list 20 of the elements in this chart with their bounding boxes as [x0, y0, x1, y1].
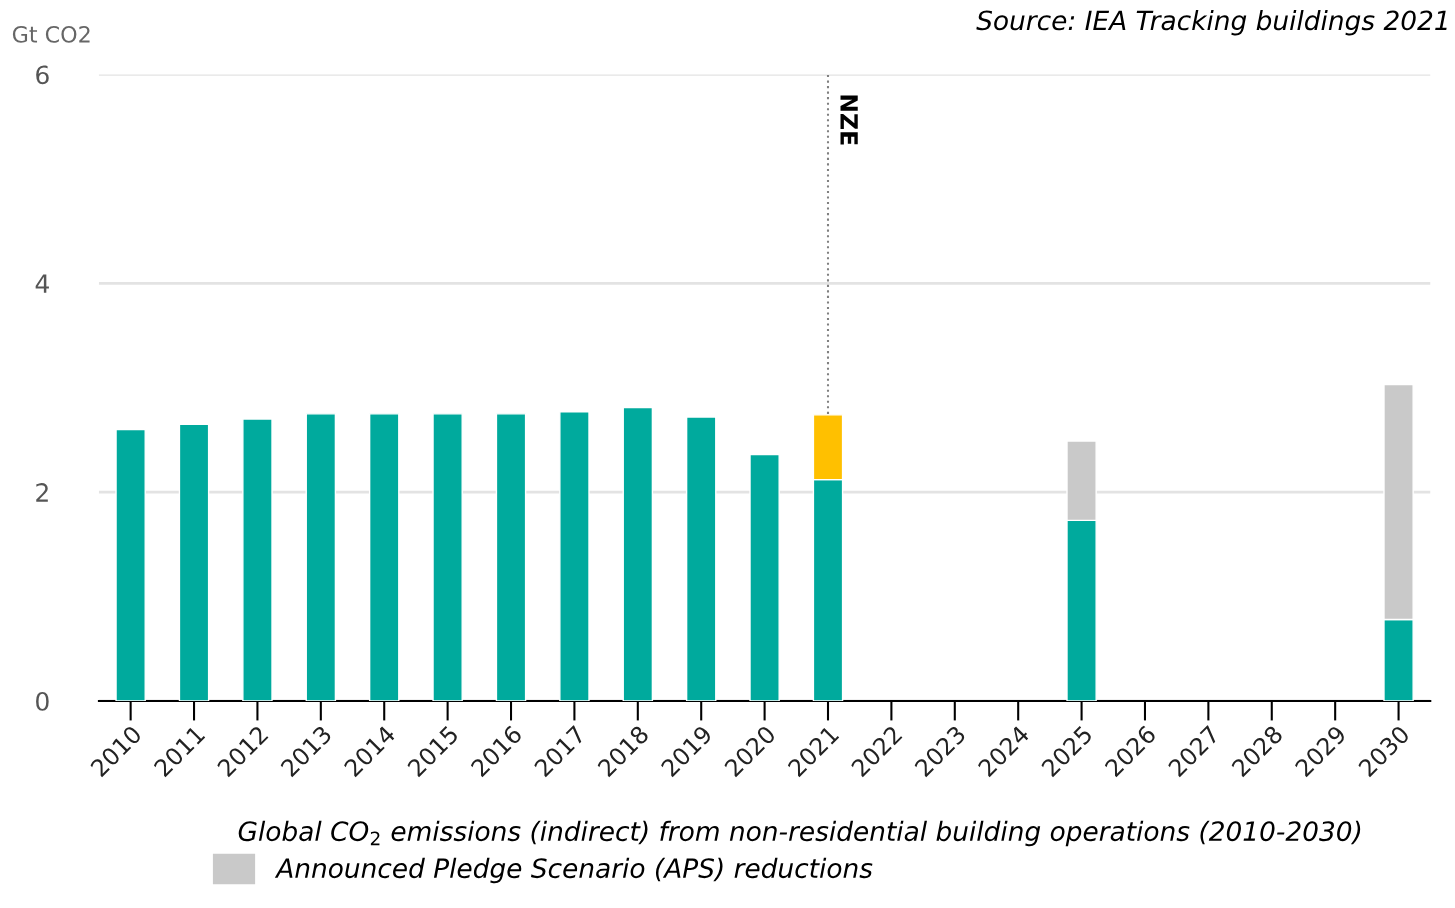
- ref-line-label: NZE: [840, 95, 858, 145]
- bar: [115, 428, 146, 701]
- y-tick-label: 2: [36, 483, 48, 502]
- bar: [242, 418, 273, 701]
- bar: [685, 416, 717, 701]
- source-note: Source: IEA Tracking buildings 2021: [976, 9, 1447, 36]
- y-tick-label: 0: [36, 691, 49, 711]
- bar: [495, 413, 527, 701]
- legend-label: Announced Pledge Scenario (APS) reductions: [274, 857, 873, 884]
- y-tick-label: 4: [35, 274, 49, 293]
- bar: [622, 406, 654, 701]
- bar: [432, 413, 463, 701]
- y-axis-title: Gt CO2: [12, 25, 90, 43]
- bar: [305, 413, 337, 701]
- text: Global CO$_{2}$ emissions (indirect) from non-residential building operations (2010-2030): [238, 820, 1361, 847]
- bar: [559, 411, 590, 701]
- y-tick-label: 6: [36, 65, 49, 85]
- bar: [368, 413, 400, 701]
- bar: [749, 453, 780, 701]
- bar: [178, 423, 210, 701]
